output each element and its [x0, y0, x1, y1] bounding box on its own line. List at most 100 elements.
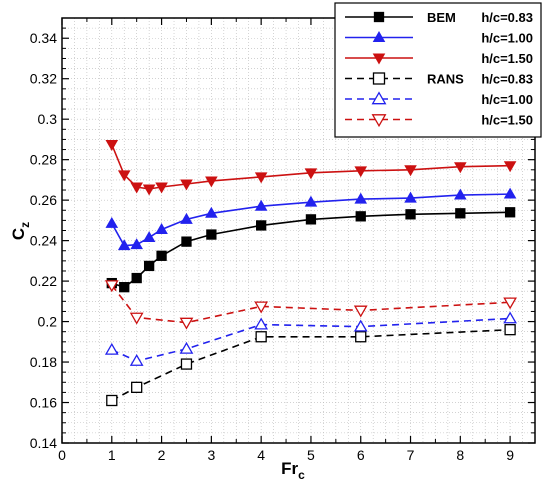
data-point — [143, 260, 155, 272]
x-axis-title: Frc — [281, 459, 305, 482]
data-point — [179, 341, 194, 354]
data-point — [117, 170, 131, 182]
x-tick-label: 2 — [158, 447, 166, 463]
data-point — [503, 297, 517, 310]
data-point — [131, 381, 143, 393]
data-point — [304, 195, 318, 207]
data-point — [404, 191, 417, 203]
data-point — [104, 280, 119, 293]
data-point — [180, 212, 193, 224]
data-point — [254, 301, 269, 314]
y-tick-label: 0.14 — [30, 435, 57, 451]
series-3 — [105, 140, 517, 196]
data-point — [256, 220, 267, 231]
y-tick-label: 0.26 — [30, 192, 57, 208]
legend-entry: h/c=1.50 — [345, 113, 533, 128]
data-point — [180, 358, 193, 370]
axis-ticks: 0 1 2 3 4 5 6 7 8 9 0.14 0.16 0.18 0.2 0.22 0.24 0.26 0.2… — [30, 17, 535, 463]
legend-group-label: BEM — [427, 10, 456, 25]
data-point — [106, 394, 118, 407]
legend-marker — [371, 91, 387, 105]
data-point — [254, 317, 269, 330]
x-tick-label: 6 — [357, 447, 365, 463]
y-tick-label: 0.2 — [38, 314, 58, 330]
legend-series-label: h/c=1.00 — [481, 92, 533, 107]
data-point — [105, 140, 119, 151]
legend-series-label: h/c=0.83 — [481, 10, 533, 25]
series-line — [111, 284, 511, 324]
data-point — [353, 305, 368, 318]
data-point — [129, 353, 144, 366]
x-axis-title-main: Fr — [281, 459, 298, 478]
data-point — [155, 223, 168, 234]
data-point — [117, 239, 131, 251]
data-point — [455, 208, 466, 219]
legend-series-label: h/c=1.50 — [481, 51, 533, 66]
legend-series-label: h/c=1.50 — [481, 113, 533, 128]
data-point — [405, 209, 416, 220]
x-tick-label: 7 — [407, 447, 415, 463]
legend-series-label: h/c=0.83 — [481, 72, 533, 87]
data-point — [142, 231, 156, 243]
data-point — [254, 199, 268, 211]
legend-marker — [373, 11, 385, 23]
legend-marker — [372, 72, 386, 85]
series-4 — [106, 324, 516, 407]
data-point — [305, 214, 317, 225]
data-point — [354, 192, 368, 204]
y-tick-label: 0.18 — [30, 354, 57, 370]
data-point — [454, 188, 467, 200]
data-point — [105, 216, 119, 228]
x-tick-label: 1 — [108, 447, 116, 463]
legend-entry: RANS h/c=0.83 — [345, 72, 533, 87]
data-point — [353, 319, 368, 332]
series-line — [111, 317, 511, 362]
data-point — [254, 172, 268, 184]
data-point — [354, 166, 368, 178]
y-tick-label: 0.34 — [30, 30, 57, 46]
data-point — [129, 312, 144, 325]
grid — [62, 18, 535, 443]
data-point — [304, 168, 318, 180]
data-point — [104, 342, 119, 355]
data-point — [454, 162, 467, 174]
data-point — [355, 331, 367, 343]
y-axis-title: Cz — [9, 222, 32, 240]
x-tick-label: 4 — [257, 447, 265, 463]
data-point — [255, 331, 267, 343]
series-group — [104, 140, 517, 407]
legend-box — [334, 2, 542, 138]
data-point — [404, 165, 417, 177]
series-6 — [104, 280, 517, 330]
data-point — [181, 236, 192, 247]
data-point — [503, 161, 517, 173]
y-tick-label: 0.32 — [30, 71, 57, 87]
data-point — [130, 182, 143, 194]
data-point — [180, 179, 193, 191]
data-point — [205, 206, 218, 218]
data-point — [155, 182, 168, 194]
series-2 — [105, 187, 517, 251]
data-point — [355, 211, 366, 222]
x-tick-label: 5 — [307, 447, 315, 463]
series-line — [111, 328, 511, 402]
data-point — [206, 229, 217, 240]
y-tick-label: 0.22 — [30, 273, 57, 289]
data-point — [131, 272, 142, 284]
data-point — [504, 324, 516, 336]
y-axis-title-main: C — [9, 228, 28, 240]
y-tick-label: 0.3 — [38, 111, 58, 127]
data-point — [142, 184, 156, 196]
legend-marker — [372, 53, 386, 65]
legend: BEM h/c=0.83 h/c=1.00 h/c=1.50 RANS h/c=0.83 h… — [334, 2, 542, 138]
legend-entry: h/c=1.00 — [345, 91, 533, 107]
data-point — [179, 317, 194, 330]
series-5 — [104, 311, 517, 366]
legend-group-label: RANS — [427, 72, 464, 87]
y-axis-title-sub: z — [18, 222, 32, 228]
data-point — [503, 311, 517, 324]
data-point — [156, 250, 167, 261]
legend-entry: h/c=1.00 — [345, 31, 533, 46]
legend-marker — [371, 114, 387, 128]
